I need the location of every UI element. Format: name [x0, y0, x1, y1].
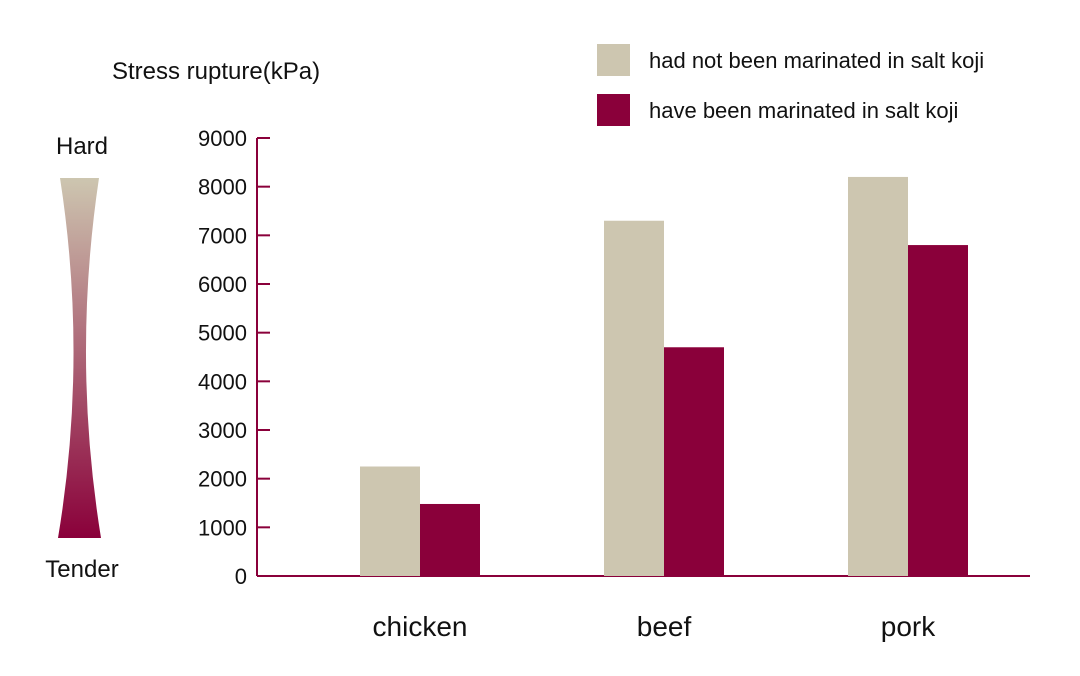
legend-label-marinated: have been marinated in salt koji: [649, 98, 958, 123]
hardness-gradient-bar: [58, 178, 101, 538]
legend-label-not-marinated: had not been marinated in salt koji: [649, 48, 984, 73]
bars: [360, 176, 968, 577]
x-category-label: chicken: [373, 611, 468, 642]
bar-chicken-series-1: [420, 503, 480, 576]
y-tick-label: 5000: [198, 321, 247, 346]
y-tick-label: 9000: [198, 126, 247, 151]
x-category-label: pork: [881, 611, 936, 642]
bar-chicken-series-0: [360, 466, 420, 576]
scale-top-label: Hard: [56, 133, 108, 160]
y-tick-label: 0: [235, 564, 247, 589]
y-tick-label: 4000: [198, 369, 247, 394]
bar-pork-series-1: [908, 245, 968, 577]
y-tick-label: 3000: [198, 418, 247, 443]
bar-beef-series-1: [664, 347, 724, 576]
scale-bottom-label: Tender: [45, 556, 118, 583]
x-category-label: beef: [637, 611, 692, 642]
y-tick-label: 6000: [198, 272, 247, 297]
y-tick-label: 8000: [198, 175, 247, 200]
y-tick-label: 2000: [198, 467, 247, 492]
axis-labels: 0 1000 2000 3000 4000 5000 6000 7000 8000 9000 chi…: [198, 126, 936, 642]
y-tick-label: 7000: [198, 223, 247, 248]
legend-swatch-marinated: [597, 94, 630, 126]
y-axis-title: Stress rupture(kPa): [112, 58, 320, 85]
bar-pork-series-0: [848, 176, 908, 576]
legend-swatch-not-marinated: [597, 44, 630, 76]
y-tick-label: 1000: [198, 515, 247, 540]
bar-beef-series-0: [604, 220, 664, 576]
